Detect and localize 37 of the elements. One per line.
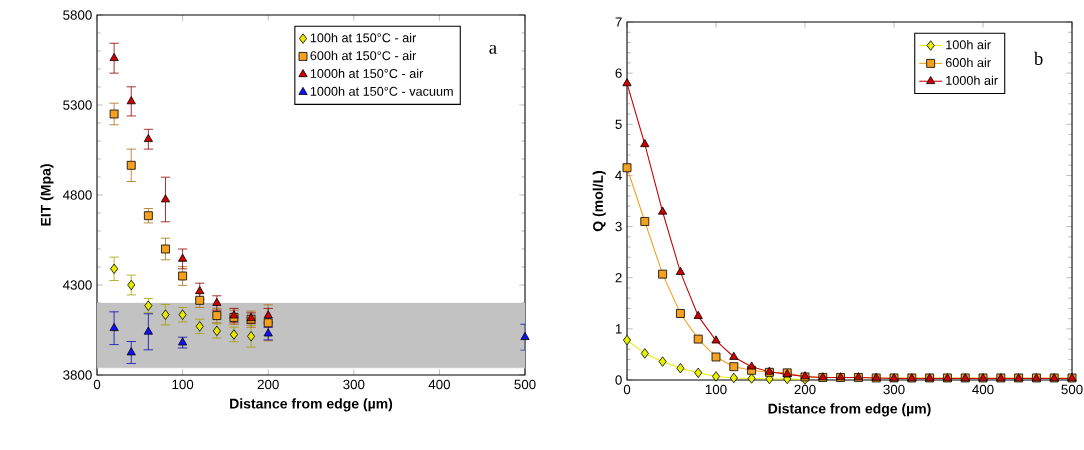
- x-tick-label: 500: [1061, 384, 1083, 395]
- x-tick-label: 0: [93, 379, 101, 390]
- y-tick-label: 4800: [62, 190, 92, 200]
- legend-label: 1000h at 150°C - air: [310, 68, 424, 78]
- legend-label: 600h air: [945, 57, 991, 68]
- y-tick-label: 5: [615, 119, 622, 129]
- legend-label: 100h air: [946, 39, 991, 50]
- x-axis-title: Distance from edge (µm): [768, 403, 931, 417]
- x-tick-label: 0: [623, 384, 631, 395]
- x-tick-label: 400: [972, 384, 994, 395]
- legend-label: 1000h at 150°C - vacuum: [310, 86, 453, 96]
- x-tick-label: 300: [883, 384, 905, 395]
- y-tick-label: 5300: [63, 100, 92, 110]
- x-tick-label: 500: [514, 379, 536, 390]
- annotation: b: [1033, 51, 1043, 65]
- legend-label: 1000h air: [946, 75, 998, 85]
- y-tick-label: 7: [615, 17, 622, 27]
- x-tick-label: 100: [172, 379, 194, 390]
- y-tick-label: 6: [615, 68, 622, 78]
- x-tick-label: 100: [705, 384, 727, 395]
- legend-label: 600h at 150°C - air: [310, 50, 417, 61]
- x-tick-label: 400: [428, 379, 451, 390]
- y-tick-label: 3: [615, 221, 622, 232]
- y-tick-label: 4: [615, 170, 622, 181]
- y-tick-label: 3800: [63, 370, 92, 380]
- y-axis-title: EIT (Mpa): [40, 164, 54, 226]
- y-tick-label: 1: [615, 324, 622, 334]
- x-axis-title: Distance from edge (µm): [230, 398, 393, 412]
- y-tick-label: 5800: [63, 10, 92, 20]
- x-tick-label: 200: [257, 379, 279, 390]
- y-tick-label: 2: [615, 273, 622, 283]
- y-axis-title: Q (mol/L): [592, 171, 606, 232]
- x-tick-label: 200: [794, 384, 816, 395]
- legend-label: 100h at 150°C - air: [310, 33, 417, 43]
- x-tick-label: 300: [343, 379, 365, 390]
- annotation: a: [489, 44, 497, 54]
- y-tick-label: 4300: [62, 280, 92, 290]
